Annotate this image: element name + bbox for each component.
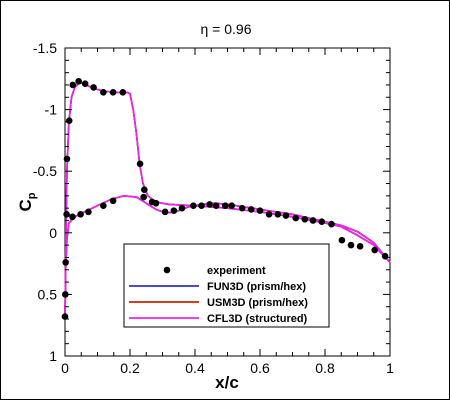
experiment-point <box>69 81 77 89</box>
legend-label-experiment: experiment <box>207 265 266 277</box>
experiment-point <box>69 213 76 221</box>
experiment-point <box>282 212 290 219</box>
experiment-point <box>100 89 107 96</box>
experiment-point <box>371 246 379 254</box>
y-tick-label: -1.5 <box>33 40 57 56</box>
experiment-point <box>170 207 178 214</box>
experiment-point <box>190 202 197 209</box>
y-tick-label: -0.5 <box>33 163 57 179</box>
experiment-point <box>228 202 236 209</box>
y-tick-label: 0 <box>49 225 57 241</box>
experiment-point <box>63 211 70 218</box>
axis-ticks <box>64 47 391 357</box>
experiment-point <box>178 204 186 212</box>
experiment-point <box>265 211 273 218</box>
experiment-point <box>347 241 355 249</box>
cfl3d-structured-upper-surface-line <box>64 81 391 320</box>
experiment-point <box>301 215 309 223</box>
y-axis-title-group: Cp <box>16 192 38 211</box>
experiment-point <box>212 202 220 209</box>
experiment-point <box>100 202 107 209</box>
experiment-point <box>141 186 148 193</box>
experiment-point <box>90 84 97 91</box>
experiment-point <box>136 160 144 168</box>
y-tick-label: -1 <box>45 102 58 118</box>
experiment-point <box>309 217 317 224</box>
y-tick-label: 0.5 <box>38 286 58 302</box>
legend-label-cfl3d-structured: CFL3D (structured) <box>207 313 308 325</box>
experiment-point <box>161 208 169 216</box>
experiment-point <box>256 207 264 214</box>
experiment-point <box>206 201 213 208</box>
x-tick-label: 0 <box>61 360 69 376</box>
experiment-point <box>292 214 300 222</box>
legend-label-fun3d-prism-hex: FUN3D (prism/hex) <box>207 281 306 293</box>
experiment-point <box>198 202 205 209</box>
chart-title: η = 0.96 <box>201 21 252 37</box>
experiment-point <box>238 204 246 212</box>
experiment-point <box>85 208 92 216</box>
experiment-point <box>274 211 282 218</box>
svg-text:Cp: Cp <box>16 192 38 211</box>
experiment-point <box>338 236 346 244</box>
legend-label-usm3d-prism-hex: USM3D (prism/hex) <box>207 297 308 309</box>
x-tick-label: 1 <box>386 360 394 376</box>
experiment-point <box>328 220 335 228</box>
x-axis-title: x/c <box>215 373 239 392</box>
x-tick-label: 0.2 <box>120 360 140 376</box>
experiment-point <box>318 218 326 226</box>
axis-tick-labels: 0 0.2 0.4 0.6 0.8 1 -1.5 -1 -0.5 0 0.5 1 <box>33 40 394 376</box>
experiment-point <box>140 193 147 201</box>
legend-entries: experiment FUN3D (prism/hex) USM3D (prism/… <box>129 265 308 325</box>
experiment-point <box>81 80 89 88</box>
experiment-point <box>65 117 73 124</box>
experiment-point <box>109 89 117 96</box>
legend-swatch-experiment <box>163 266 171 274</box>
experiment-point <box>109 197 117 205</box>
experiment-point <box>77 211 84 218</box>
experiment-point <box>148 198 156 206</box>
experiment-point <box>61 313 69 320</box>
y-tick-label: 1 <box>49 348 57 364</box>
x-tick-label: 0.4 <box>185 360 205 376</box>
experiment-point <box>75 77 82 85</box>
experiment-point <box>356 243 364 250</box>
experiment-point <box>247 206 255 213</box>
y-axis-title-subscript: p <box>26 192 38 199</box>
x-tick-label: 0.8 <box>315 360 335 376</box>
experiment-point <box>62 259 69 266</box>
x-tick-label: 0.6 <box>250 360 270 376</box>
experiment-point <box>119 89 127 96</box>
experiment-point <box>221 202 229 209</box>
legend: experiment FUN3D (prism/hex) USM3D (prism/… <box>123 243 330 328</box>
experiment-point <box>381 252 389 260</box>
y-axis-title: C <box>16 199 35 211</box>
